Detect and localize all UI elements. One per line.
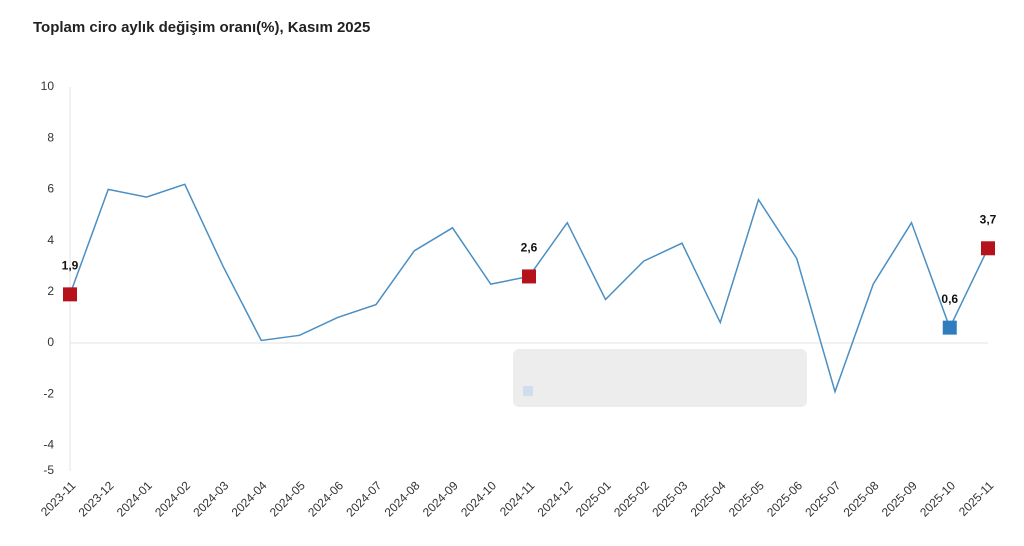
y-tick-label: 6 (47, 182, 54, 196)
y-tick-label: 0 (47, 335, 54, 349)
x-tick-label: 2025-03 (649, 478, 690, 519)
x-tick-label: 2025-04 (688, 478, 729, 519)
x-tick-label: 2025-05 (726, 478, 767, 519)
x-tick-label: 2025-10 (917, 478, 958, 519)
tooltip-ghost-marker (523, 386, 533, 396)
x-tick-label: 2025-01 (573, 478, 614, 519)
y-tick-label: 2 (47, 284, 54, 298)
x-tick-label: 2025-06 (764, 478, 805, 519)
value-label: 1,9 (62, 259, 79, 273)
x-tick-label: 2023-12 (76, 478, 117, 519)
x-tick-label: 2024-07 (343, 478, 384, 519)
x-tick-label: 2024-05 (267, 478, 308, 519)
y-tick-label: -5 (43, 463, 54, 477)
point-marker (522, 269, 536, 284)
x-tick-label: 2025-08 (841, 478, 882, 519)
x-tick-label: 2024-12 (535, 478, 576, 519)
x-tick-label: 2025-09 (879, 478, 920, 519)
point-marker (942, 320, 957, 335)
chart-title: Toplam ciro aylık değişim oranı(%), Kası… (33, 19, 370, 36)
x-tick-label: 2024-04 (229, 478, 270, 519)
x-tick-label: 2025-11 (956, 478, 997, 519)
x-tick-label: 2024-03 (190, 478, 231, 519)
x-tick-label: 2023-11 (38, 478, 79, 519)
value-label: 0,6 (941, 292, 958, 306)
y-tick-label: 10 (41, 79, 55, 93)
x-tick-label: 2025-02 (611, 478, 652, 519)
y-tick-label: -2 (43, 386, 54, 400)
tooltip-ghost (513, 349, 807, 407)
x-tick-label: 2025-07 (802, 478, 843, 519)
y-tick-label: -4 (43, 438, 54, 452)
x-tick-label: 2024-06 (305, 478, 346, 519)
x-tick-label: 2024-08 (382, 478, 423, 519)
point-marker (63, 287, 77, 302)
y-tick-label: 8 (47, 130, 54, 144)
x-tick-label: 2024-09 (420, 478, 461, 519)
value-label: 3,7 (980, 212, 997, 226)
value-label: 2,6 (521, 241, 538, 255)
point-marker (981, 241, 995, 256)
y-tick-label: 4 (47, 233, 54, 247)
x-tick-label: 2024-11 (497, 478, 538, 519)
x-tick-label: 2024-02 (152, 478, 193, 519)
x-tick-label: 2024-10 (458, 478, 499, 519)
x-tick-label: 2024-01 (114, 478, 155, 519)
